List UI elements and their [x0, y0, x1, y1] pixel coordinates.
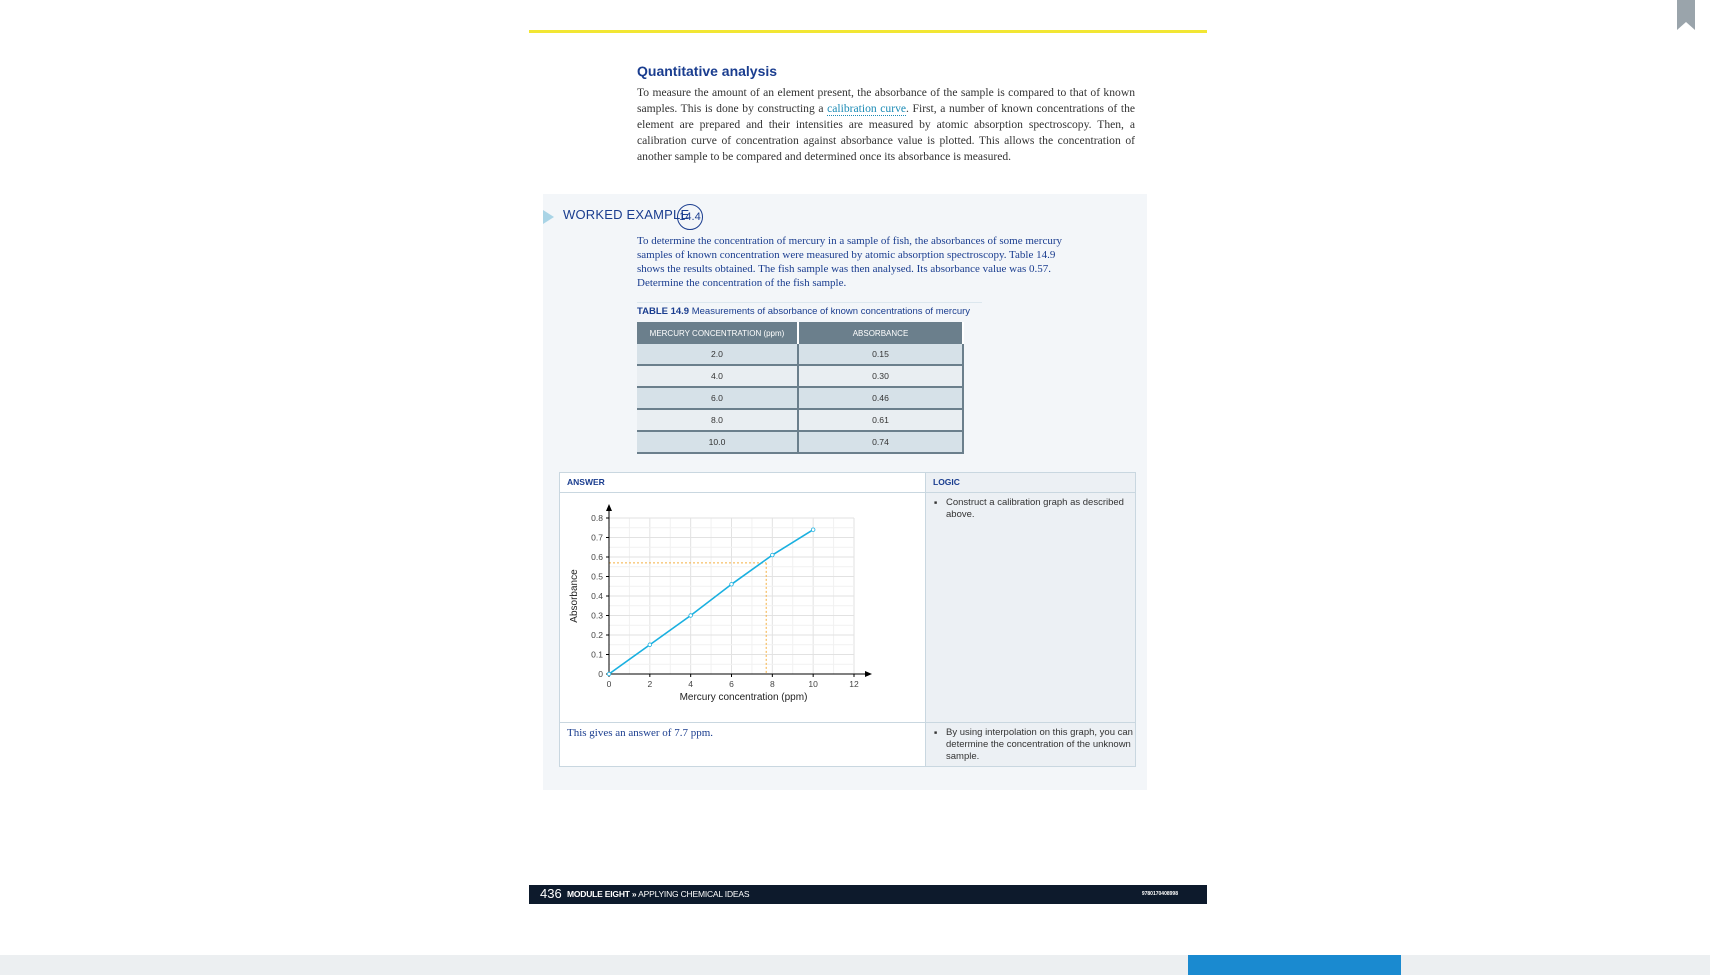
table-cell: 0.74 — [798, 431, 964, 454]
logic-step-box: By using interpolation on this graph, yo… — [925, 722, 1136, 767]
y-tick-label: 0.5 — [591, 572, 603, 582]
table-header-absorbance: ABSORBANCE — [798, 322, 964, 344]
table-cell: 0.61 — [798, 409, 964, 432]
worked-example-number: 14.4 — [677, 204, 703, 230]
data-point — [810, 527, 816, 532]
calibration-chart: 0 2 4 6 8 10 12 0 0.1 0.2 0.3 0.4 0.5 0.6 0.7 0.8 Mercur… — [569, 504, 872, 703]
y-tick-label: 0.1 — [591, 650, 603, 660]
table-rule — [637, 302, 982, 303]
page-number: 436 — [540, 886, 562, 901]
logic-step-1: Construct a calibration graph as describ… — [934, 497, 1136, 521]
x-tick-label: 12 — [849, 679, 859, 689]
y-tick-label: 0 — [598, 669, 603, 679]
logic-label: LOGIC — [933, 477, 960, 487]
logic-header: LOGIC — [926, 473, 1135, 493]
calibration-line — [608, 529, 814, 675]
table-cell: 0.46 — [798, 387, 964, 410]
y-axis-label: Absorbance — [569, 569, 580, 623]
x-tick-label: 6 — [729, 679, 734, 689]
table-header-concentration: MERCURY CONCENTRATION (ppm) — [637, 322, 799, 344]
horizontal-scrollbar[interactable] — [0, 955, 1710, 975]
x-tick-label: 8 — [770, 679, 775, 689]
table-cell: 0.30 — [798, 365, 964, 388]
x-tick-label: 2 — [647, 679, 652, 689]
table-row: 2.0 0.15 — [637, 344, 964, 366]
answer-header: ANSWER — [560, 473, 926, 493]
answer-label: ANSWER — [567, 477, 605, 487]
y-tick-label: 0.7 — [591, 533, 603, 543]
x-tick-label: 4 — [688, 679, 693, 689]
answer-result: This gives an answer of 7.7 ppm. — [567, 727, 714, 739]
bookmark-icon[interactable] — [1677, 0, 1695, 30]
section-title: Quantitative analysis — [637, 63, 778, 79]
answer-result-box: This gives an answer of 7.7 ppm. — [559, 722, 927, 767]
table-row: 10.0 0.74 — [637, 431, 964, 454]
scrollbar-thumb[interactable] — [1188, 955, 1401, 975]
table-header-row: MERCURY CONCENTRATION (ppm) ABSORBANCE — [637, 322, 964, 344]
x-tick-label: 0 — [607, 679, 612, 689]
logic-box: LOGIC Construct a calibration graph as d… — [925, 472, 1136, 723]
y-tick-label: 0.3 — [591, 611, 603, 621]
y-tick-label: 0.8 — [591, 513, 603, 523]
worked-example-title: WORKED EXAMPLE — [563, 207, 690, 222]
data-point — [770, 552, 775, 558]
table-row: 8.0 0.61 — [637, 409, 964, 432]
data-point — [647, 642, 653, 647]
x-axis-label: Mercury concentration (ppm) — [680, 692, 808, 703]
table-row: 6.0 0.46 — [637, 387, 964, 410]
problem-text: To determine the concentration of mercur… — [637, 235, 1063, 289]
table-caption: TABLE 14.9 Measurements of absorbance of… — [637, 306, 971, 317]
calibration-curve-link[interactable]: calibration curve — [827, 102, 907, 116]
data-point — [688, 613, 693, 618]
table-cell: 10.0 — [637, 431, 799, 454]
isbn: 9780170408998 — [1141, 891, 1178, 897]
footer-bar: 436 MODULE EIGHT » APPLYING CHEMICAL IDE… — [529, 885, 1207, 904]
y-tick-label: 0.4 — [591, 591, 603, 601]
table-cell: 6.0 — [637, 387, 799, 410]
intro-paragraph: To measure the amount of an element pres… — [637, 86, 1136, 163]
x-tick-label: 10 — [808, 679, 818, 689]
logic-step-2: By using interpolation on this graph, yo… — [934, 727, 1136, 763]
table-cell: 0.15 — [798, 344, 964, 366]
x-axis-arrow-icon — [865, 671, 872, 677]
y-tick-label: 0.6 — [591, 552, 603, 562]
data-table: MERCURY CONCENTRATION (ppm) ABSORBANCE 2… — [637, 322, 964, 454]
top-rule — [529, 30, 1207, 33]
answer-box: ANSWER 0 2 4 6 8 10 12 0 0.1 0.2 0.3 0.4 0.5 0.6 0.7 0.… — [559, 472, 927, 723]
triangle-arrow-icon — [543, 210, 554, 224]
data-point — [606, 671, 612, 677]
module-title: MODULE EIGHT » APPLYING CHEMICAL IDEAS — [567, 889, 750, 899]
data-point — [729, 582, 734, 587]
y-axis-arrow-icon — [606, 504, 612, 511]
y-tick-label: 0.2 — [591, 630, 603, 640]
table-cell: 2.0 — [637, 344, 799, 366]
table-cell: 4.0 — [637, 365, 799, 388]
table-cell: 8.0 — [637, 409, 799, 432]
table-row: 4.0 0.30 — [637, 365, 964, 388]
